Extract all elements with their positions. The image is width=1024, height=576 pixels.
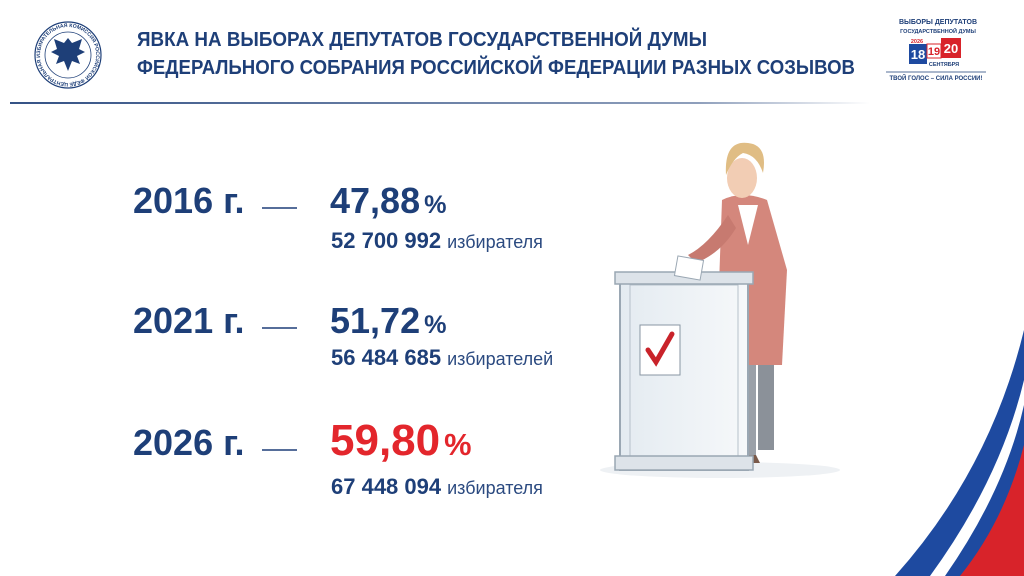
logo-day: 19 <box>928 46 940 58</box>
voters-label: избирателей <box>447 349 553 369</box>
voters-count: 67 448 094 <box>331 474 442 499</box>
logo-year: 2026 <box>911 39 923 45</box>
year: 2026 г. <box>133 422 244 463</box>
voters-count: 52 700 992 <box>331 228 441 253</box>
title-line: ФЕДЕРАЛЬНОГО СОБРАНИЯ РОССИЙСКОЙ ФЕДЕРАЦ… <box>137 55 855 79</box>
voters-count: 56 484 685 <box>331 345 441 370</box>
logo-day: 20 <box>944 41 958 56</box>
title-line: ЯВКА НА ВЫБОРАХ ДЕПУТАТОВ ГОСУДАРСТВЕННО… <box>137 27 707 51</box>
turnout-unit: % <box>424 311 446 339</box>
logo-text: ВЫБОРЫ ДЕПУТАТОВ <box>899 19 977 26</box>
turnout-unit: % <box>444 427 471 462</box>
voters-label: избирателя <box>447 478 543 498</box>
swoosh-blue <box>895 330 1024 576</box>
logo-slogan: ТВОЙ ГОЛОС – СИЛА РОССИИ! <box>890 74 983 82</box>
turnout: 51,72 <box>330 300 420 341</box>
year: 2016 г. <box>133 180 244 221</box>
election-logo: ВЫБОРЫ ДЕПУТАТОВ ГОСУДАРСТВЕННОЙ ДУМЫ 20… <box>886 19 986 82</box>
logo-day: 18 <box>911 47 925 62</box>
swoosh-red <box>960 445 1024 576</box>
voter-illustration <box>600 142 840 478</box>
turnout: 47,88 <box>330 180 420 221</box>
header-rule <box>10 102 870 104</box>
year: 2021 г. <box>133 300 244 341</box>
logo-text: ГОСУДАРСТВЕННОЙ ДУМЫ <box>900 27 976 35</box>
turnout: 59,80 <box>330 416 440 465</box>
voters-label: избирателя <box>447 232 543 252</box>
turnout-unit: % <box>424 191 446 219</box>
logo-month: СЕНТЯБРЯ <box>929 62 959 68</box>
